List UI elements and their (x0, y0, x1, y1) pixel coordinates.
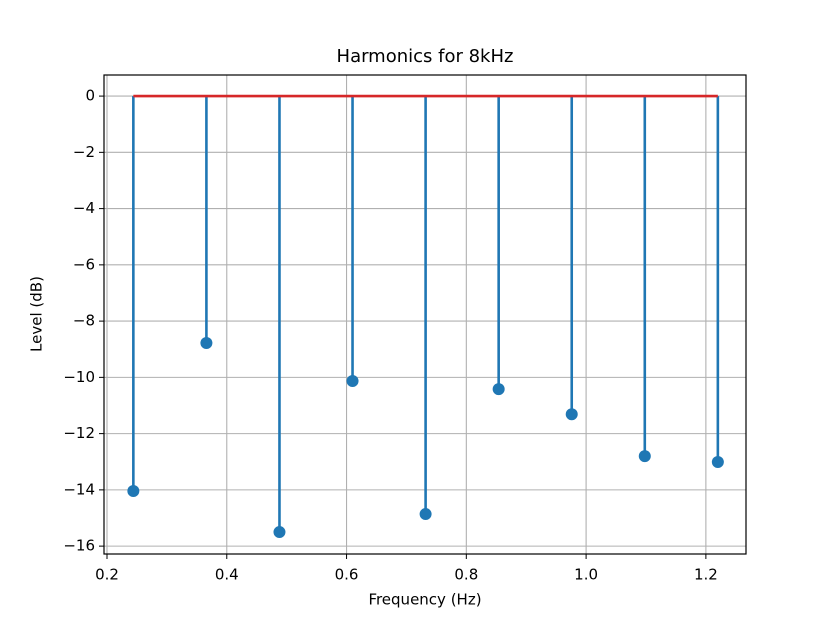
x-tick-label: 0.6 (335, 566, 359, 584)
stem-marker (638, 450, 651, 463)
y-tick-label: −16 (63, 537, 95, 555)
stem-marker (273, 526, 286, 539)
y-tick-label: −10 (63, 368, 95, 386)
y-tick-label: −2 (73, 143, 95, 161)
x-tick-label: 0.8 (454, 566, 478, 584)
x-axis-label: Frequency (Hz) (368, 591, 481, 609)
stem-marker (200, 337, 213, 350)
x-tick-label: 0.4 (215, 566, 239, 584)
y-axis-label: Level (dB) (28, 276, 46, 352)
y-tick-label: −14 (63, 480, 95, 498)
plot-frame (103, 74, 747, 555)
stem-marker (565, 408, 578, 421)
x-tick-label: 1.2 (694, 566, 718, 584)
stem-marker (711, 456, 724, 469)
x-tick-label: 0.2 (95, 566, 119, 584)
y-tick-label: −8 (73, 312, 95, 330)
stem-marker (127, 484, 140, 497)
stem-marker (492, 383, 505, 396)
stem-marker (346, 375, 359, 388)
y-tick-label: 0 (85, 87, 95, 105)
x-tick-label: 1.0 (574, 566, 598, 584)
chart-title: Harmonics for 8kHz (337, 46, 514, 67)
stem-marker (419, 508, 432, 521)
y-tick-label: −6 (73, 255, 95, 273)
y-tick-label: −4 (73, 199, 95, 217)
y-tick-label: −12 (63, 424, 95, 442)
